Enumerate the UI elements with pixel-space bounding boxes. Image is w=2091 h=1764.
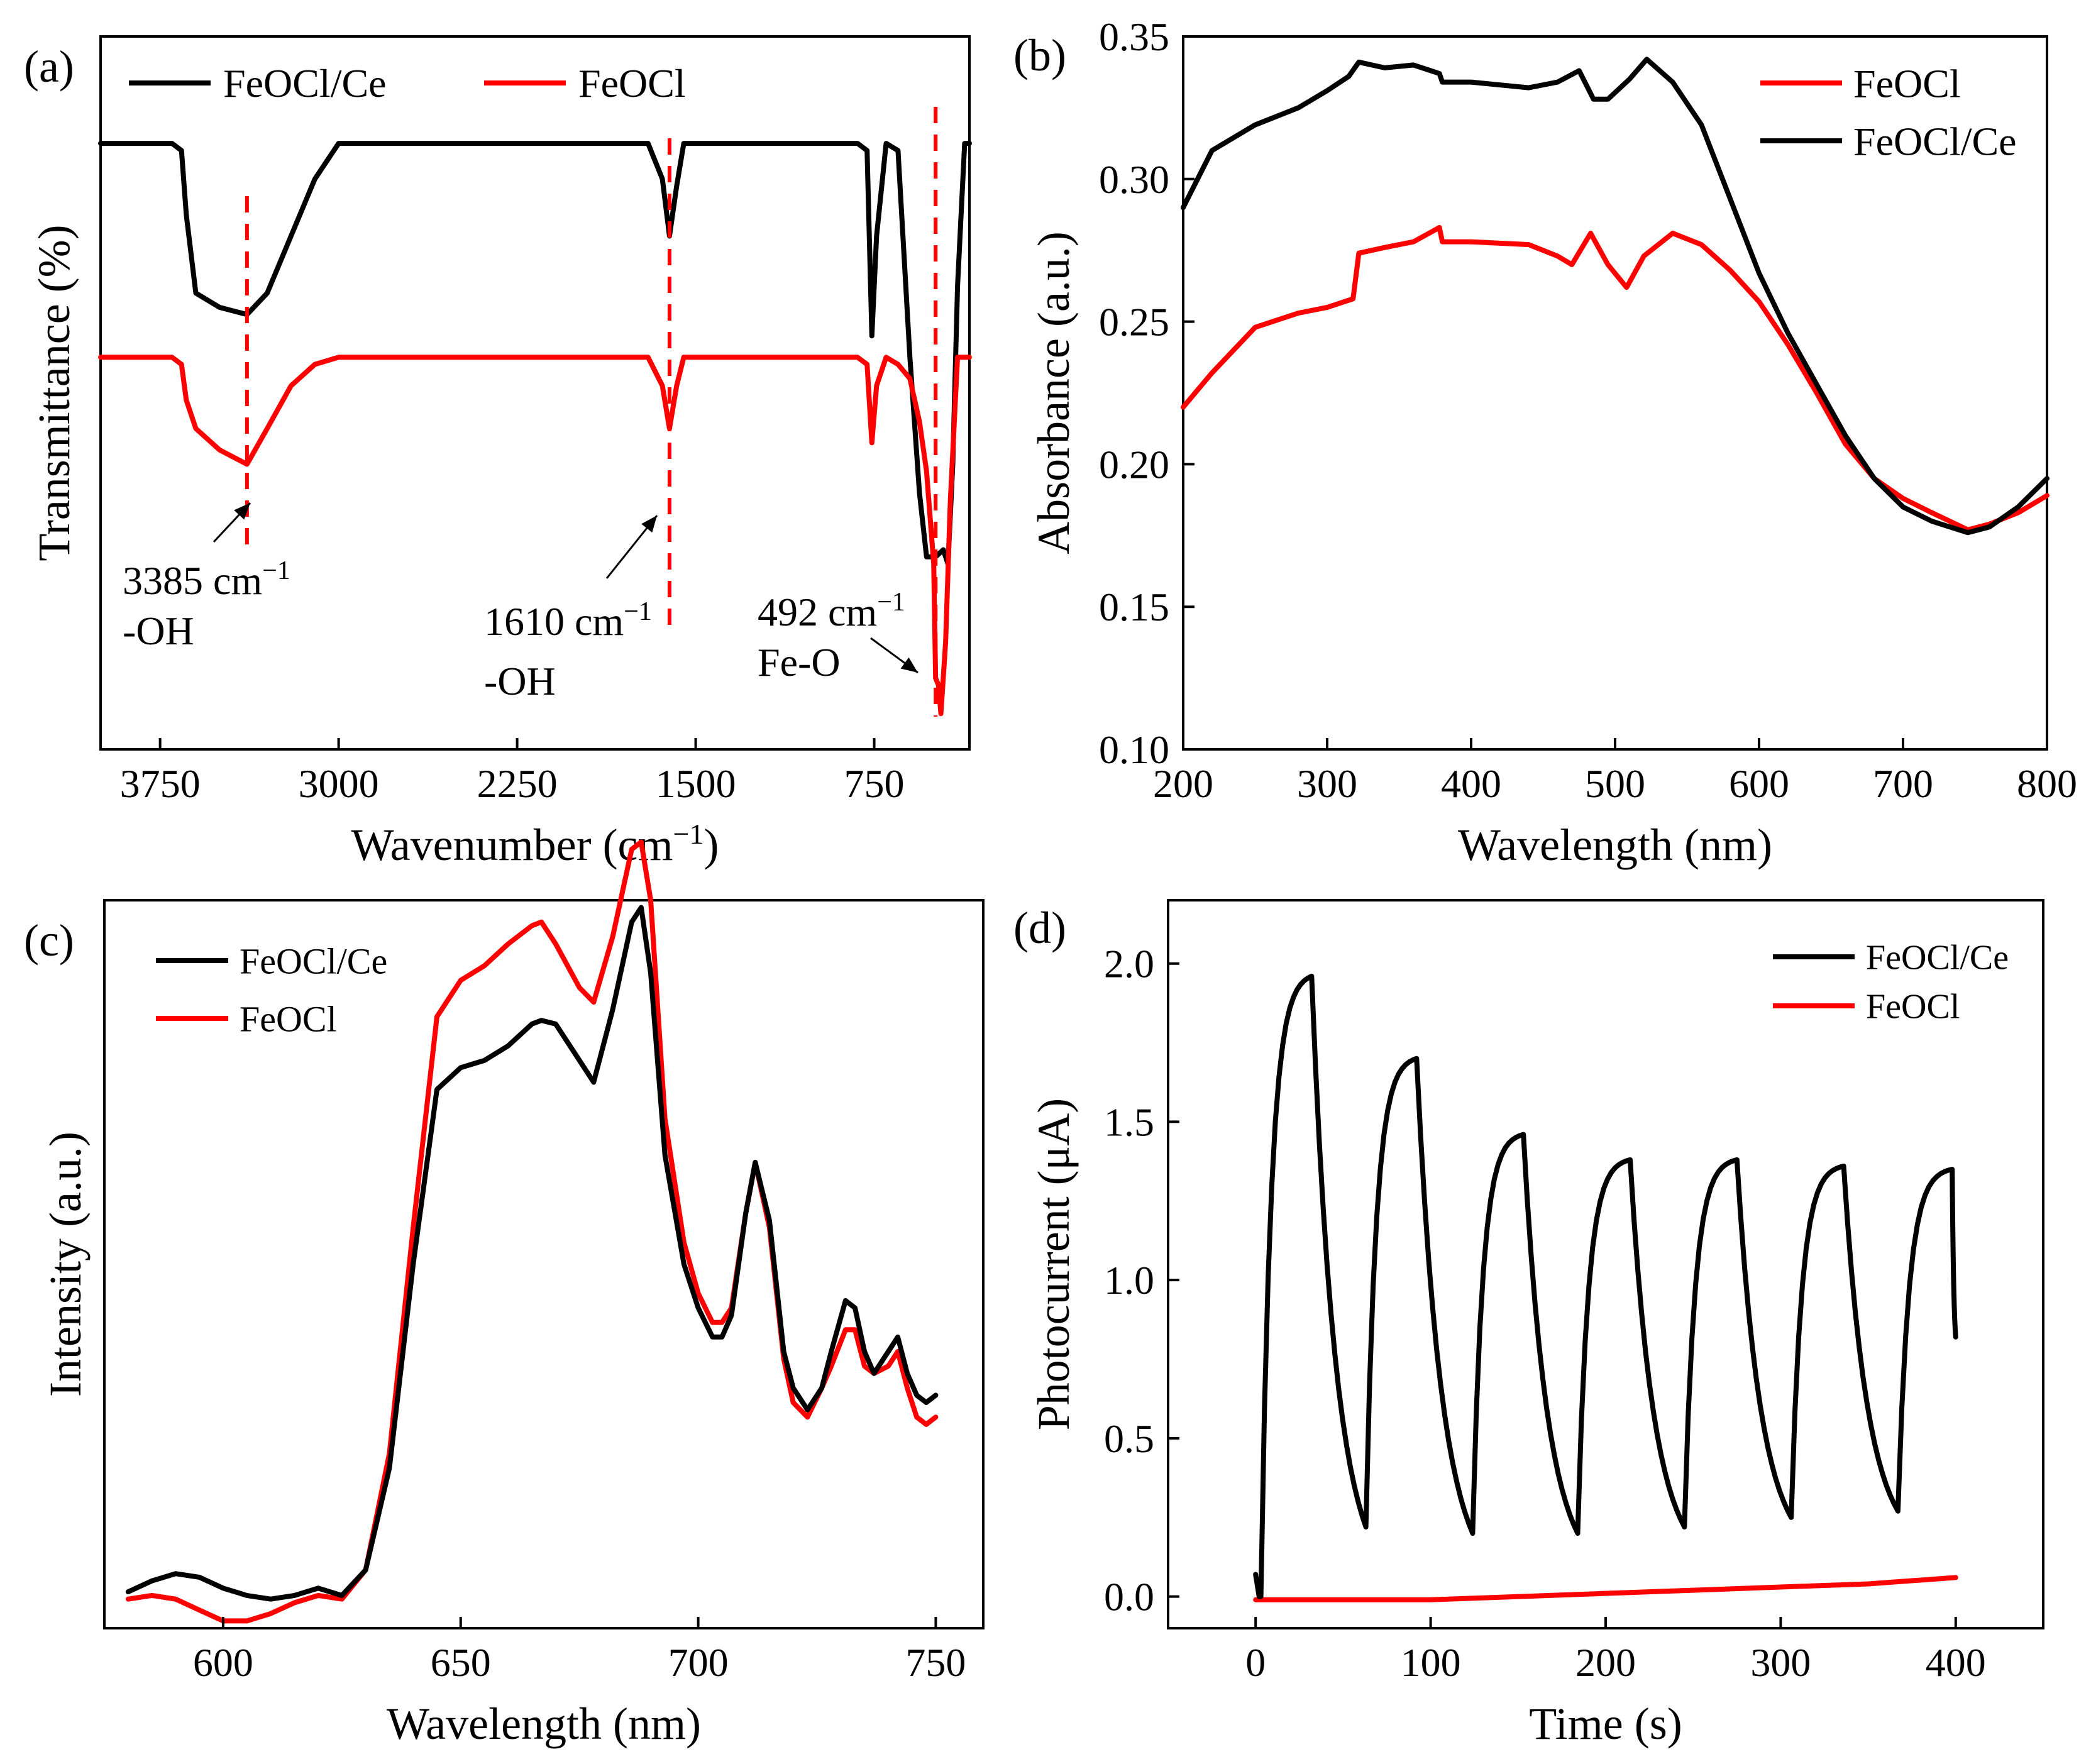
y-tick-label: 0.15 xyxy=(1099,585,1169,629)
annotation-label-main: 1610 cm xyxy=(484,599,624,644)
x-tick-label: 650 xyxy=(431,1640,491,1685)
annotation-label-sup: −1 xyxy=(624,597,652,626)
series-line-feocl-ce xyxy=(1253,973,1958,1599)
plot-frame-c xyxy=(103,899,985,1629)
x-axis-title-sup: −1 xyxy=(673,818,704,850)
x-tick-label: 300 xyxy=(1750,1640,1811,1685)
x-tick-label: 200 xyxy=(1575,1640,1636,1685)
y-tick-label: 2.0 xyxy=(1104,942,1154,986)
legend-label: FeOCl/Ce xyxy=(1866,939,2009,978)
panel-b-uvvis-chart: (b) 200 300 400 500 600 700 800 0.10 0.15 0.20 0.25… xyxy=(1013,14,2077,870)
x-tick-label: 0 xyxy=(1245,1640,1266,1685)
x-axis-title: Wavelength (nm) xyxy=(1458,820,1772,870)
x-tick-label: 300 xyxy=(1297,761,1357,806)
series-line-feocl xyxy=(1181,224,2050,532)
series-line-feocl-ce xyxy=(1181,57,2050,536)
plot-frame-a xyxy=(99,35,971,751)
panel-label: (a) xyxy=(24,41,74,92)
y-tick-label: 0.5 xyxy=(1104,1416,1154,1461)
x-tick-label: 3000 xyxy=(299,761,379,806)
legend-label: FeOCl/Ce xyxy=(240,940,387,981)
y-tick-label: 1.5 xyxy=(1104,1100,1154,1144)
annotation-label-group: Fe-O xyxy=(758,640,841,685)
x-tick-label: 750 xyxy=(905,1640,966,1685)
panel-c-pl-chart: (c) 600 650 700 750 Wavelength (nm) Intensity … xyxy=(24,839,985,1749)
annotation-arrowhead xyxy=(900,657,918,673)
x-tick-label: 100 xyxy=(1401,1640,1461,1685)
y-tick-label: 0.20 xyxy=(1099,442,1169,487)
annotation-arrowhead xyxy=(234,503,250,520)
legend-label: FeOCl xyxy=(1866,988,1960,1027)
y-tick-label: 0.30 xyxy=(1099,157,1169,202)
x-axis-title: Time (s) xyxy=(1529,1699,1682,1749)
series-line-feocl xyxy=(125,839,939,1624)
x-tick-label: 400 xyxy=(1926,1640,1986,1685)
x-tick-label: 600 xyxy=(193,1640,253,1685)
y-tick-label: 1.0 xyxy=(1104,1258,1154,1303)
x-axis-title-close: ) xyxy=(703,820,719,870)
x-tick-label: 3750 xyxy=(120,761,201,806)
x-tick-label: 750 xyxy=(844,761,905,806)
x-tick-label: 1500 xyxy=(656,761,736,806)
x-tick-label: 400 xyxy=(1441,761,1501,806)
panel-label: (d) xyxy=(1013,903,1066,953)
x-axis-title-main: Wavenumber (cm xyxy=(351,820,673,870)
x-axis-title: Wavenumber (cm−1) xyxy=(351,818,719,870)
annotation-label-group: -OH xyxy=(484,659,556,703)
panel-label: (b) xyxy=(1013,30,1066,80)
legend-label: FeOCl xyxy=(1853,61,1961,106)
x-tick-label: 200 xyxy=(1153,761,1213,806)
x-tick-label: 800 xyxy=(2017,761,2077,806)
series-line-feocl-ce xyxy=(98,141,972,567)
series-line-feocl xyxy=(98,355,972,717)
y-tick-label: 0.10 xyxy=(1099,727,1169,772)
x-tick-label: 2250 xyxy=(477,761,558,806)
panel-label: (c) xyxy=(24,915,74,966)
y-tick-label: 0.0 xyxy=(1104,1575,1154,1619)
y-axis-title: Absorbance (a.u.) xyxy=(1029,231,1079,554)
annotation-label-main: 3385 cm xyxy=(123,558,262,603)
y-axis-title: Intensity (a.u.) xyxy=(40,1132,91,1397)
annotation-label: 1610 cm−1 xyxy=(484,597,652,644)
annotation-label: 3385 cm−1 xyxy=(123,556,290,603)
annotation-label-group: -OH xyxy=(123,609,194,653)
legend-label: FeOCl xyxy=(578,61,686,106)
y-axis-title: Photocurrent (μA) xyxy=(1029,1098,1079,1430)
series-line-feocl-ce xyxy=(125,905,939,1602)
x-axis-title: Wavelength (nm) xyxy=(387,1699,701,1749)
series-line-feocl xyxy=(1253,1575,1958,1602)
x-tick-label: 600 xyxy=(1729,761,1789,806)
x-tick-label: 500 xyxy=(1585,761,1645,806)
legend-label: FeOCl xyxy=(240,998,337,1039)
panel-d-photocurrent-chart: (d) 0 100 200 300 400 0.0 0.5 1.0 1.5 2.0 Time (s) P… xyxy=(1013,899,2044,1749)
legend-label: FeOCl/Ce xyxy=(1853,119,2017,163)
legend-label: FeOCl/Ce xyxy=(223,61,387,106)
y-tick-label: 0.25 xyxy=(1099,300,1169,345)
annotation-label: 492 cm−1 xyxy=(758,588,905,634)
x-tick-label: 700 xyxy=(668,1640,729,1685)
annotation-label-main: 492 cm xyxy=(758,590,877,634)
y-tick-label: 0.35 xyxy=(1099,14,1169,59)
x-tick-label: 700 xyxy=(1873,761,1933,806)
y-axis-title: Transmittance (%) xyxy=(29,224,79,561)
annotation-label-sup: −1 xyxy=(877,588,905,617)
annotation-arrowhead xyxy=(641,515,657,533)
annotation-label-sup: −1 xyxy=(262,556,290,585)
